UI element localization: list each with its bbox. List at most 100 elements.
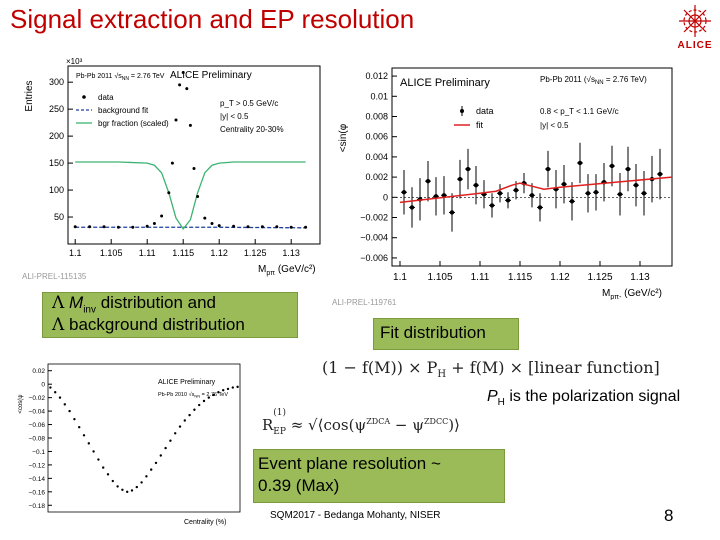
fit-curve (399, 176, 673, 204)
res-data-point (116, 485, 119, 488)
minv-yscale: ×10³ (66, 57, 83, 66)
fit-data-point (577, 160, 583, 166)
res-ytick-label: 0 (41, 382, 45, 389)
fit-data-point (465, 166, 471, 172)
res-ytick-label: −0.02 (29, 395, 46, 402)
fit-data-point (441, 193, 447, 198)
ep-lhs: R (262, 416, 274, 434)
ep-lhs-sup: (1) (273, 408, 287, 418)
res-data-point (193, 408, 196, 411)
minv-data-point (304, 225, 308, 229)
minv-data-point (145, 224, 149, 228)
minv-xtick-label: 1.105 (100, 248, 123, 258)
minv-cut-label: |y| < 0.5 (220, 112, 249, 121)
res-data-point (236, 385, 239, 389)
fit-data-point (593, 190, 599, 195)
res-ytick-label: 0.02 (32, 368, 45, 375)
fit-data-point (513, 188, 519, 193)
minv-collision: Pb-Pb 2011 √sNN = 2.76 TeV (76, 72, 165, 82)
fit-data-point (641, 191, 647, 196)
res-data-point (68, 409, 71, 413)
fit-caption-box (373, 318, 519, 350)
minv-cut-label: Centrality 20-30% (220, 125, 284, 134)
minv-data-point (160, 214, 164, 218)
res-data-point (169, 439, 172, 442)
slide-title: Signal extraction and EP resolution (10, 4, 415, 34)
minv-ytick-label: 150 (49, 158, 64, 168)
fit-chart-panel: 1.1 1.105 1.11 1.115 1.12 1.125 1.13 0.012 0.01 0… (332, 54, 682, 301)
res-data-point (111, 479, 115, 483)
fit-xtick-label: 1.125 (587, 272, 612, 283)
res-ytick-label: −0.18 (29, 503, 46, 510)
fit-data-point (569, 199, 575, 204)
res-ytick-label: −0.16 (29, 489, 46, 496)
res-data-point (73, 417, 76, 421)
minv-xtick-label: 1.115 (172, 248, 194, 258)
res-data-point (231, 386, 234, 389)
res-data-point (145, 475, 148, 478)
fit-data-point (561, 181, 567, 187)
fit-data-point (609, 163, 615, 169)
fit-ytick-label: 0 (383, 192, 388, 202)
res-data-point (49, 386, 52, 389)
res-data-point (102, 466, 105, 469)
fit-collision: Pb-Pb 2011 (√sNN = 2.76 TeV) (540, 75, 647, 86)
res-ytick-label: −0.12 (29, 462, 46, 469)
res-data-point (97, 458, 100, 461)
fit-ytick-label: 0.008 (365, 111, 388, 121)
fit-data-point (489, 203, 495, 208)
minv-data-point (188, 123, 192, 127)
bg-rest: background distribution (64, 315, 245, 334)
fit-legend-label: fit (476, 120, 484, 130)
minv-caption-box (42, 292, 298, 338)
minv-data-point (174, 118, 178, 122)
minv-data-point (260, 225, 264, 229)
fit-cut-label: 0.8 < p_T < 1.1 GeV/c (540, 107, 619, 116)
fit-data-point (633, 182, 639, 188)
fit-watermark: ALI-PREL-119761 (332, 298, 397, 307)
res-data-point (178, 425, 182, 428)
res-data-point (130, 489, 134, 492)
fit-ytick-label: 0.012 (365, 71, 388, 81)
res-data-point (202, 399, 206, 403)
fit-ytick-label: 0.004 (365, 152, 388, 162)
polarization-P: P (487, 388, 498, 405)
res-data-point (92, 450, 95, 453)
minv-data-point (232, 224, 236, 228)
fit-data-point (657, 171, 663, 177)
minv-data-point (217, 224, 221, 228)
fit-xtick-label: 1.115 (508, 272, 533, 283)
fit-ytick-label: −0.002 (360, 213, 388, 223)
fit-ylabel: <sin(φ (338, 123, 349, 152)
fit-ytick-label: 0.01 (370, 91, 388, 101)
fit-frame (391, 67, 673, 267)
fit-data-point (457, 176, 463, 182)
fit-xlabel: Mpπ- (GeV/c²) (602, 288, 662, 300)
ep-zdcc: ZDCC (423, 417, 449, 426)
fit-xtick-label: 1.11 (471, 272, 490, 283)
ep-zdca: ZDCA (366, 417, 391, 426)
res-data-point (226, 387, 230, 391)
fit-data-point (529, 193, 535, 198)
minv-data-point (196, 195, 200, 199)
fit-data-point (585, 191, 591, 196)
minv-legend-label: bgr fraction (scaled) (98, 119, 169, 128)
page-number: 8 (664, 506, 674, 525)
res-data-point (150, 468, 153, 471)
ep-caption-line1: Event plane resolution ~ (258, 454, 441, 473)
formula-part1: (1 − f(M)) × P (322, 358, 438, 377)
polarization-note: PH is the polarization signal (487, 388, 680, 408)
res-data-point (58, 396, 62, 399)
minv-data-point (88, 225, 92, 229)
minv-caption-line2: Λ background distribution (52, 314, 245, 336)
res-data-point (106, 473, 110, 476)
minv-ytick-label: 100 (49, 185, 64, 195)
minv-legend-marker (82, 95, 86, 99)
res-ytick-label: −0.1 (32, 449, 45, 456)
minv-data-point (203, 216, 207, 220)
res-data-point (82, 434, 86, 437)
minv-data-point (116, 225, 120, 229)
fit-data-point (473, 182, 479, 188)
polarization-rest: is the polarization signal (504, 388, 681, 405)
minv-caption-line1: Λ Minv distribution and (52, 292, 216, 321)
